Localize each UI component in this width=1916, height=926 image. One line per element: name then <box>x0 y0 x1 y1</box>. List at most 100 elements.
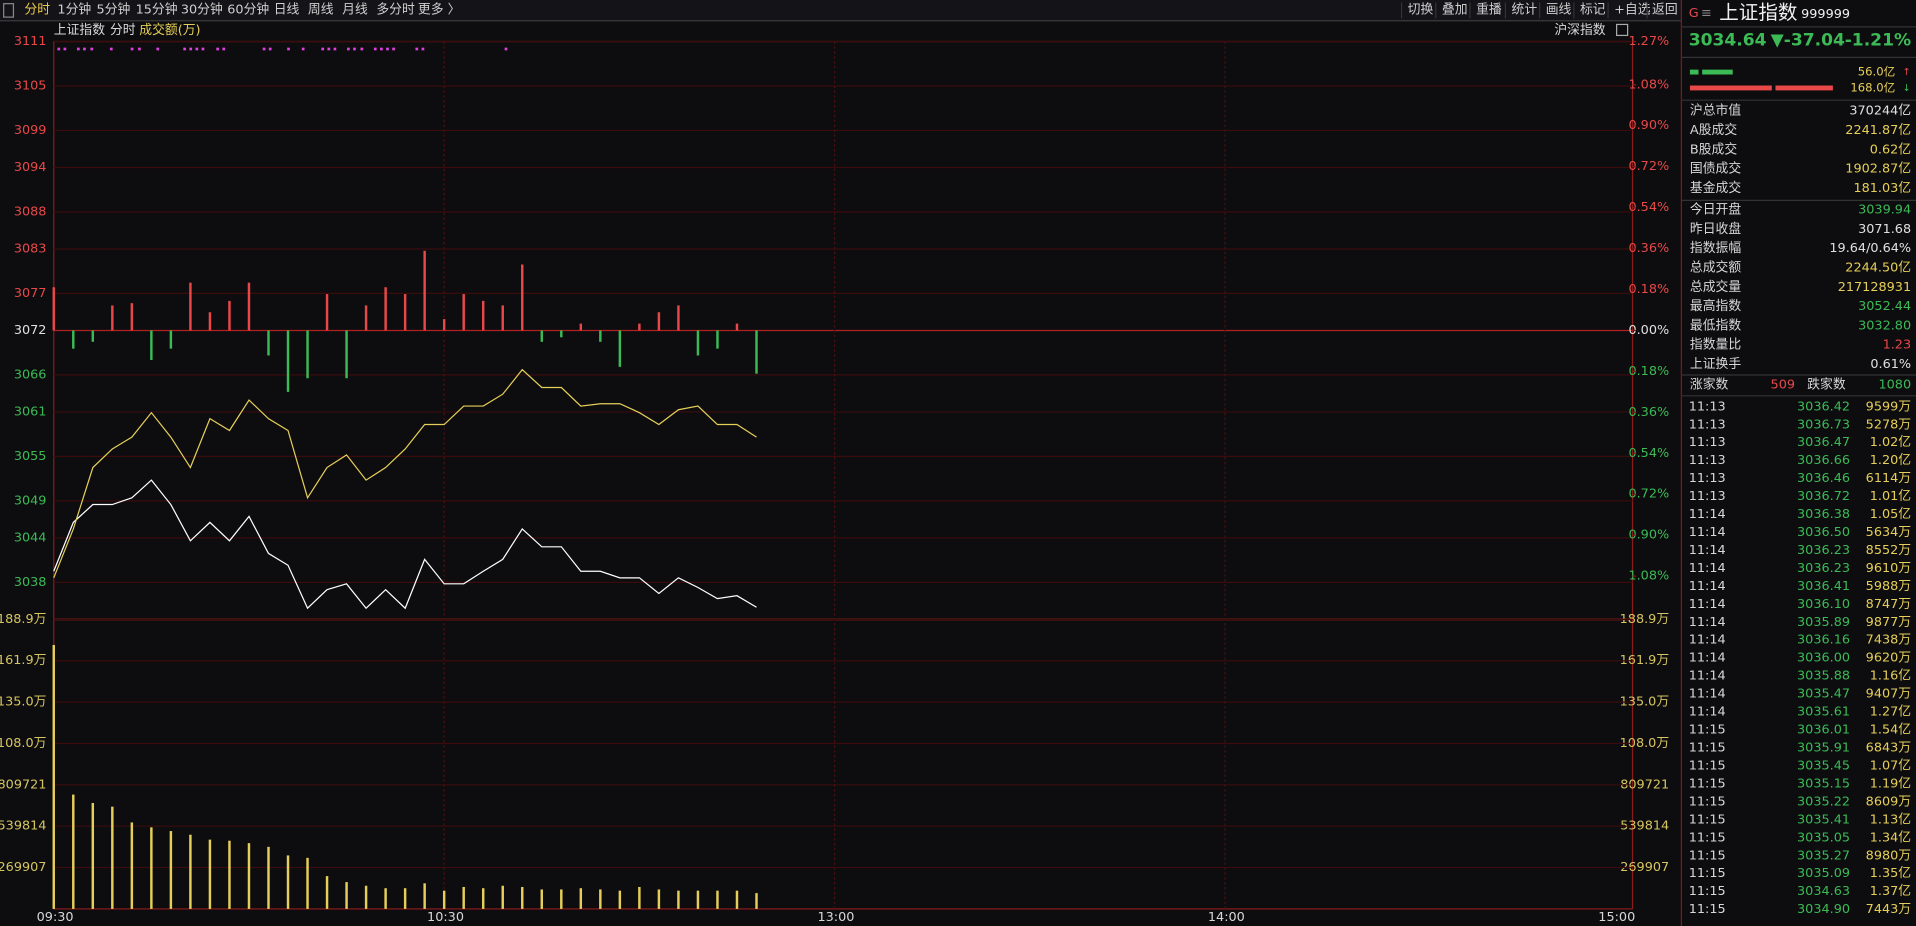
trade-time: 11:14 <box>1689 561 1726 576</box>
trade-time: 11:15 <box>1689 884 1726 899</box>
buy-amount: 56.0亿 <box>1858 65 1895 79</box>
diff-bar <box>345 330 348 379</box>
trade-time: 11:14 <box>1689 507 1726 522</box>
signal-dot <box>415 47 419 51</box>
price-line <box>53 368 757 579</box>
trade-time: 11:15 <box>1689 794 1726 809</box>
period-tab[interactable]: 分时 <box>24 2 50 17</box>
signal-dot <box>360 47 364 51</box>
period-tab[interactable]: 周线 <box>308 2 334 17</box>
diff-bar <box>540 330 543 342</box>
volume-bar <box>481 888 485 909</box>
period-tab[interactable]: 5分钟 <box>97 1 131 17</box>
trade-price: 3034.63 <box>1797 884 1850 899</box>
volume-bar <box>716 890 719 909</box>
trade-price: 3035.15 <box>1797 776 1850 791</box>
stat-value: 3032.80 <box>1858 318 1911 333</box>
toolbar-action[interactable]: 统计 <box>1512 2 1538 17</box>
y2-tick-label: 1.08% <box>1628 77 1669 92</box>
y-tick-label: 3049 <box>14 493 47 508</box>
volume-bar <box>345 882 348 909</box>
stat-label: 国债成交 <box>1690 161 1741 177</box>
volume-bar <box>696 890 700 909</box>
signal-dot <box>504 47 508 51</box>
period-tab[interactable]: 多分时 <box>376 2 415 17</box>
trade-time: 11:13 <box>1689 471 1726 486</box>
trade-price: 3035.88 <box>1797 669 1850 684</box>
period-tab[interactable]: 更多 〉 <box>418 2 461 17</box>
signal-dot <box>63 47 67 51</box>
period-tab[interactable]: 月线 <box>342 2 368 17</box>
trade-time: 11:14 <box>1689 615 1726 630</box>
diff-bar <box>403 294 407 331</box>
toolbar-action[interactable]: 标记 <box>1580 2 1606 17</box>
volume-bar <box>521 886 524 909</box>
trade-time: 11:14 <box>1689 525 1726 540</box>
trade-price: 3036.73 <box>1797 417 1850 432</box>
signal-dot <box>83 47 86 51</box>
toolbar-action[interactable]: +自选 <box>1614 2 1651 17</box>
y-tick-label-right: 161.9万 <box>1620 653 1670 668</box>
signal-dot <box>386 47 389 51</box>
signal-dot <box>76 47 80 51</box>
trade-time: 11:14 <box>1689 687 1726 702</box>
diff-bar <box>677 305 680 331</box>
compare-checkbox[interactable] <box>1616 23 1629 37</box>
trade-volume: 1.35亿 <box>1870 866 1912 881</box>
trade-volume: 5278万 <box>1866 417 1912 432</box>
diff-bar <box>130 303 134 331</box>
y2-tick-label: 0.54% <box>1628 446 1669 461</box>
signal-dot <box>421 47 425 51</box>
stat-label: 最低指数 <box>1690 318 1741 333</box>
trade-price: 3035.89 <box>1797 615 1850 630</box>
period-tab[interactable]: 日线 <box>274 2 300 17</box>
menu-icon[interactable]: ≡ <box>1701 6 1712 21</box>
y-tick-label: 135.0万 <box>0 695 47 710</box>
diff-bar <box>384 287 387 331</box>
diff-bar <box>150 330 153 361</box>
trade-volume: 1.16亿 <box>1870 669 1912 684</box>
trade-price: 3035.91 <box>1797 741 1850 756</box>
trade-price: 3036.42 <box>1797 399 1850 414</box>
y-tick-label: 3088 <box>14 204 47 219</box>
diff-bar <box>462 294 465 331</box>
trade-time: 11:14 <box>1689 651 1726 666</box>
y-tick-label: 108.0万 <box>0 736 47 751</box>
signal-dot <box>138 47 141 51</box>
trade-volume: 6843万 <box>1866 741 1912 756</box>
stat-value: 181.03亿 <box>1853 181 1911 196</box>
period-tab[interactable]: 30分钟 <box>181 1 223 17</box>
diff-bar <box>189 282 192 331</box>
y-tick-label: 539814 <box>0 819 46 834</box>
signal-dots <box>57 47 508 51</box>
toolbar-action[interactable]: 叠加 <box>1442 2 1468 17</box>
flow-bar <box>1702 69 1733 75</box>
volume-bar <box>677 890 680 909</box>
toolbar-action[interactable]: 重播 <box>1476 1 1502 17</box>
trade-price: 3035.27 <box>1797 848 1850 863</box>
period-tab[interactable]: 60分钟 <box>227 1 269 17</box>
diff-bar <box>111 305 114 331</box>
diff-bar <box>521 264 524 331</box>
y-tick-label: 3072 <box>14 323 47 338</box>
x-tick-label: 09:30 <box>37 910 74 925</box>
y-tick-label: 3044 <box>14 530 47 545</box>
trade-volume: 1.19亿 <box>1870 776 1912 791</box>
toolbar-action[interactable]: 画线 <box>1546 2 1572 17</box>
toolbar-action[interactable]: 切换 <box>1408 2 1434 17</box>
chart-subtitle: 分时 <box>110 23 136 38</box>
diff-bar <box>169 330 173 349</box>
y2-tick-label: 0.90% <box>1628 118 1669 133</box>
diff-bar <box>247 282 251 331</box>
stat-label: B股成交 <box>1690 141 1737 157</box>
period-tab[interactable]: 15分钟 <box>136 1 178 17</box>
trade-volume: 5988万 <box>1866 579 1912 594</box>
period-tab[interactable]: 1分钟 <box>57 1 91 17</box>
panel-toggle[interactable] <box>3 3 15 18</box>
stat-label: 上证换手 <box>1690 357 1741 372</box>
quote-change-pct: -1.21% <box>1845 30 1911 50</box>
volume-bar <box>364 885 368 909</box>
toolbar-action[interactable]: 返回 <box>1652 2 1678 17</box>
volume-bar <box>735 890 739 909</box>
